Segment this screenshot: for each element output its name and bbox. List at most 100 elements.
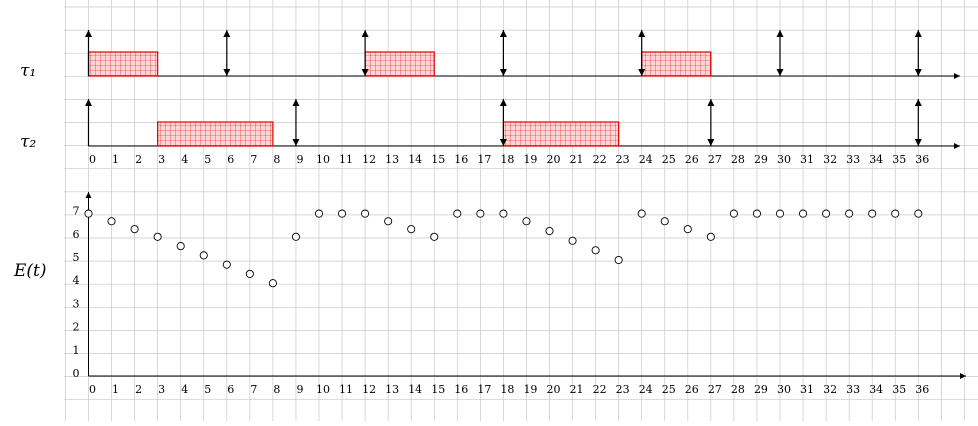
energy-data-point (729, 209, 738, 218)
energy-y-tick-label: 2 (73, 321, 80, 334)
tau2-x-tick-label: 7 (250, 153, 257, 166)
energy-x-tick-label: 26 (685, 383, 699, 396)
tau2-x-tick-label: 5 (204, 153, 211, 166)
tau2-x-tick-label: 16 (454, 153, 468, 166)
tau2-x-tick-label: 27 (708, 153, 722, 166)
energy-data-point (499, 209, 508, 218)
energy-x-tick-label: 30 (777, 383, 791, 396)
execution-block (364, 51, 435, 77)
energy-data-point (453, 209, 462, 218)
energy-x-tick-label: 14 (408, 383, 422, 396)
tau2-x-tick-label: 12 (362, 153, 376, 166)
energy-x-tick-label: 7 (250, 383, 257, 396)
energy-x-tick-label: 19 (523, 383, 537, 396)
execution-block (502, 121, 620, 147)
execution-block (641, 51, 712, 77)
energy-label: E(t) (13, 261, 47, 281)
energy-y-tick-label: 7 (73, 205, 80, 218)
tau2-x-tick-label: 6 (227, 153, 234, 166)
tau2-x-tick-label: 20 (547, 153, 561, 166)
energy-x-tick-label: 8 (273, 383, 280, 396)
energy-x-tick-label: 34 (869, 383, 883, 396)
energy-x-tick-label: 27 (708, 383, 722, 396)
tau2-x-tick-label: 3 (158, 153, 165, 166)
tau2-x-tick-label: 4 (181, 153, 188, 166)
energy-x-tick-label: 23 (616, 383, 630, 396)
tau2-x-tick-label: 25 (662, 153, 676, 166)
energy-data-point (637, 209, 646, 218)
tau2-x-tick-label: 8 (273, 153, 280, 166)
energy-x-tick-label: 16 (454, 383, 468, 396)
energy-x-tick-label: 17 (477, 383, 491, 396)
execution-block (87, 51, 159, 77)
tau2-x-tick-label: 10 (316, 153, 330, 166)
energy-data-point (660, 217, 669, 226)
energy-data-point (130, 225, 139, 234)
energy-data-point (522, 217, 531, 226)
energy-x-tick-label: 24 (639, 383, 653, 396)
energy-x-tick-label: 11 (339, 383, 353, 396)
energy-data-point (752, 209, 762, 218)
tau1-label: τ₁ (20, 61, 36, 81)
tau2-x-tick-label: 0 (89, 153, 96, 166)
tau2-x-tick-label: 21 (570, 153, 584, 166)
tau2-x-tick-label: 28 (731, 153, 745, 166)
energy-x-tick-label: 0 (89, 383, 96, 396)
energy-data-point (683, 225, 692, 234)
tau1-timeline (84, 30, 960, 79)
energy-x-tick-label: 1 (112, 383, 119, 396)
tau2-timeline: 0 1 2 3 4 5 6 7 8 9 10 11 12 13 14 15 16 17 18 19 20 21 22 23 24… (84, 99, 960, 166)
tau2-x-tick-label: 2 (135, 153, 142, 166)
energy-x-tick-label: 33 (846, 383, 860, 396)
energy-data-point (384, 217, 393, 226)
energy-data-point (361, 209, 370, 218)
tau2-x-tick-label: 22 (593, 153, 607, 166)
tau2-x-tick-label: 14 (408, 153, 422, 166)
energy-data-point (591, 246, 600, 255)
energy-data-point (176, 242, 185, 251)
tau2-x-tick-label: 11 (339, 153, 353, 166)
energy-x-tick-label: 15 (431, 383, 445, 396)
energy-data-point (476, 209, 485, 218)
energy-y-tick-label: 4 (73, 274, 80, 287)
tau2-x-tick-label: 30 (777, 153, 791, 166)
energy-data-point (799, 209, 808, 218)
tau2-x-tick-label: 1 (112, 153, 119, 166)
energy-data-point (775, 209, 785, 218)
energy-data-point (822, 209, 831, 218)
energy-x-tick-label: 29 (754, 383, 768, 396)
energy-data-point (291, 232, 301, 241)
tau2-x-tick-label: 23 (616, 153, 630, 166)
energy-x-tick-label: 31 (800, 383, 814, 396)
background-grid (64, 0, 978, 421)
energy-x-tick-label: 22 (593, 383, 607, 396)
energy-y-tick-label: 0 (73, 367, 80, 380)
energy-data-point (268, 279, 277, 288)
tau2-x-tick-label: 33 (846, 153, 860, 166)
energy-data-point (891, 209, 900, 218)
energy-data-point (407, 225, 416, 234)
energy-x-tick-label: 18 (500, 383, 514, 396)
energy-x-tick-label: 3 (158, 383, 165, 396)
energy-data-point (706, 232, 715, 241)
tau2-x-tick-label: 31 (800, 153, 814, 166)
energy-data-point (222, 260, 231, 269)
energy-data-point (314, 209, 324, 218)
tau2-x-tick-label: 24 (639, 153, 653, 166)
energy-x-tick-label: 4 (181, 383, 188, 396)
energy-x-tick-label: 20 (547, 383, 561, 396)
tau2-x-tick-label: 17 (477, 153, 491, 166)
tau2-x-tick-label: 9 (296, 153, 303, 166)
tau2-x-tick-label: 26 (685, 153, 699, 166)
execution-block (157, 121, 274, 147)
tau2-label: τ₂ (20, 132, 36, 152)
energy-y-tick-label: 6 (73, 228, 80, 241)
energy-x-tick-label: 32 (823, 383, 837, 396)
energy-x-tick-label: 10 (316, 383, 330, 396)
energy-x-tick-label: 28 (731, 383, 745, 396)
tau2-x-tick-label: 15 (431, 153, 445, 166)
energy-x-tick-label: 6 (227, 383, 234, 396)
tau2-x-tick-label: 29 (754, 153, 768, 166)
